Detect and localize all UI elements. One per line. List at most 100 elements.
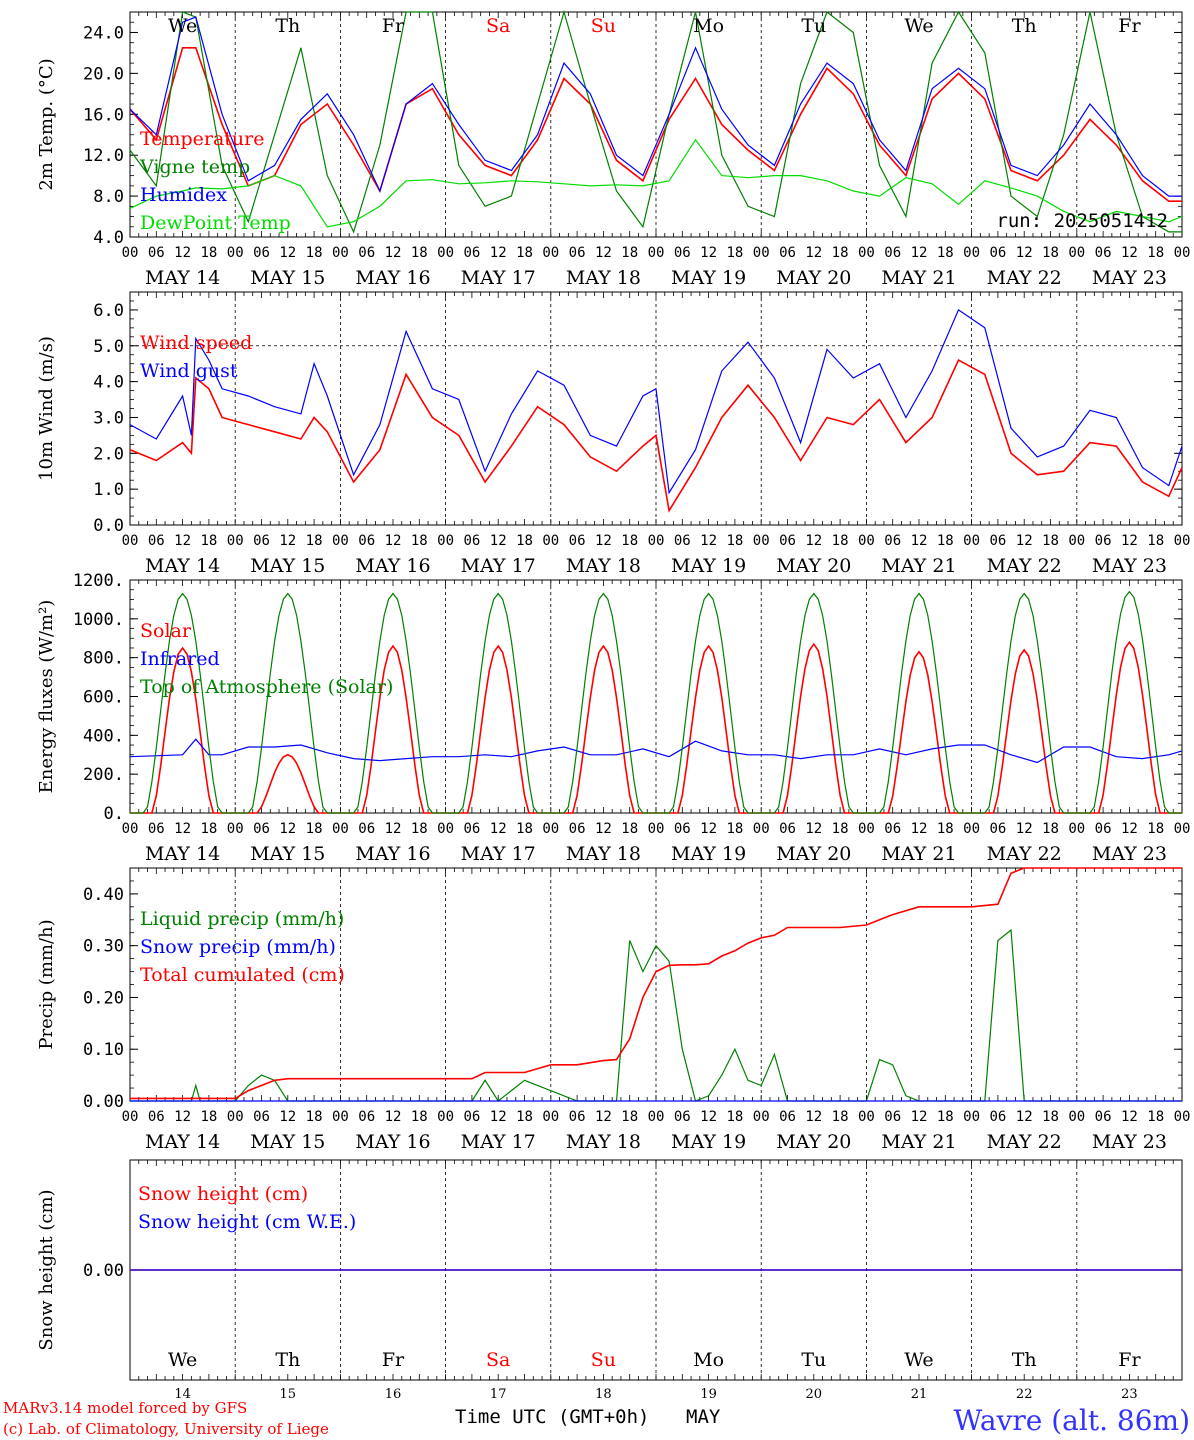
x-hour-label: 06 [358, 533, 375, 549]
x-hour-label: 18 [1147, 1109, 1164, 1125]
x-hour-label: 12 [1121, 1109, 1138, 1125]
x-hour-label: 00 [648, 533, 665, 549]
x-date-label: MAY 23 [1092, 1131, 1167, 1153]
time-axis-title: Time UTC (GMT+0h) [455, 1406, 649, 1428]
y-tick-label: 0.00 [83, 1092, 124, 1112]
x-date-label: MAY 14 [145, 843, 220, 865]
x-hour-label: 00 [122, 821, 139, 837]
x-hour-label: 06 [989, 533, 1006, 549]
day-number-label: 22 [1016, 1387, 1033, 1402]
series-line-wind-speed [129, 358, 1183, 513]
x-date-label: MAY 19 [671, 267, 746, 289]
x-hour-label: 12 [1016, 245, 1033, 261]
x-hour-label: 00 [332, 821, 349, 837]
x-hour-label: 18 [937, 1109, 954, 1125]
x-hour-label: 00 [963, 1109, 980, 1125]
y-axis-label: 2m Temp. (°C) [36, 58, 57, 190]
x-hour-label: 00 [858, 245, 875, 261]
x-hour-label: 06 [463, 1109, 480, 1125]
x-hour-label: 00 [858, 1109, 875, 1125]
weekday-label: Su [591, 1349, 616, 1371]
day-number-label: 14 [174, 1387, 191, 1402]
x-hour-label: 18 [306, 1109, 323, 1125]
y-tick-label: 600. [83, 688, 124, 708]
y-tick-label: 3.0 [93, 408, 124, 428]
x-hour-label: 12 [385, 821, 402, 837]
x-date-label: MAY 22 [987, 843, 1062, 865]
legend-item: Humidex [140, 184, 227, 206]
x-date-label: MAY 14 [145, 267, 220, 289]
x-date-label: MAY 17 [461, 267, 536, 289]
series-line-temperature [129, 47, 1182, 202]
weekday-label: Mo [693, 15, 724, 37]
y-tick-label: 0.0 [93, 516, 124, 536]
day-number-label: 20 [806, 1387, 823, 1402]
x-date-label: MAY 15 [250, 843, 325, 865]
x-hour-label: 18 [516, 1109, 533, 1125]
series-line-solar [130, 640, 1182, 814]
x-hour-label: 12 [174, 533, 191, 549]
x-hour-label: 06 [569, 821, 586, 837]
x-hour-label: 06 [463, 245, 480, 261]
legend-item: Snow height (cm) [138, 1183, 308, 1205]
x-hour-label: 06 [148, 533, 165, 549]
x-hour-label: 18 [411, 1109, 428, 1125]
x-date-label: MAY 19 [671, 1131, 746, 1153]
x-hour-label: 06 [569, 1109, 586, 1125]
x-hour-label: 12 [911, 1109, 928, 1125]
series-line-infrared [129, 738, 1183, 764]
x-hour-label: 12 [700, 245, 717, 261]
x-hour-label: 18 [937, 245, 954, 261]
x-hour-label: 06 [779, 533, 796, 549]
x-hour-label: 06 [569, 533, 586, 549]
legend-item: Snow precip (mm/h) [140, 936, 336, 958]
weekday-label: Tu [801, 1349, 826, 1371]
x-hour-label: 18 [726, 245, 743, 261]
x-date-label: MAY 16 [355, 555, 430, 577]
x-hour-label: 18 [726, 533, 743, 549]
x-date-label: MAY 21 [881, 1131, 956, 1153]
x-hour-label: 06 [884, 533, 901, 549]
x-hour-label: 06 [253, 821, 270, 837]
day-number-label: 19 [700, 1387, 717, 1402]
x-hour-label: 00 [542, 533, 559, 549]
x-date-label: MAY 22 [987, 267, 1062, 289]
y-tick-label: 2.0 [93, 444, 124, 464]
x-hour-label: 18 [832, 821, 849, 837]
x-hour-label: 18 [411, 821, 428, 837]
legend-item: DewPoint Temp [140, 212, 291, 234]
x-hour-label: 18 [200, 821, 217, 837]
x-hour-label: 00 [122, 245, 139, 261]
y-tick-label: 0.30 [83, 937, 124, 957]
weekday-label: We [168, 15, 197, 37]
x-date-label: MAY 19 [671, 555, 746, 577]
series-line-total-cumulated-cm- [130, 867, 1182, 1100]
y-tick-label: 1200. [73, 571, 124, 591]
x-hour-label: 00 [963, 821, 980, 837]
x-hour-label: 12 [174, 1109, 191, 1125]
series-line-dewpoint-temp [129, 138, 1183, 228]
x-hour-label: 18 [1042, 821, 1059, 837]
y-tick-label: 1000. [73, 610, 124, 630]
x-hour-label: 06 [1095, 1109, 1112, 1125]
x-hour-label: 06 [253, 245, 270, 261]
x-date-label: MAY 17 [461, 843, 536, 865]
x-hour-label: 18 [306, 821, 323, 837]
x-hour-label: 18 [1042, 245, 1059, 261]
x-hour-label: 00 [648, 821, 665, 837]
x-hour-label: 00 [1068, 821, 1085, 837]
x-date-label: MAY 21 [881, 555, 956, 577]
x-hour-label: 18 [516, 821, 533, 837]
legend-item: Wind speed [140, 332, 252, 354]
panel-5: 0.00 Snow height (cm) Snow height (cm) Snow… [36, 1159, 1183, 1402]
legend-item: Vigne temp [139, 156, 250, 178]
weekday-label: Th [1012, 1349, 1037, 1371]
x-hour-label: 12 [595, 1109, 612, 1125]
x-hour-label: 06 [148, 245, 165, 261]
x-hour-label: 06 [1095, 245, 1112, 261]
x-hour-label: 00 [1174, 821, 1191, 837]
x-hour-label: 12 [385, 533, 402, 549]
x-date-label: MAY 14 [145, 1131, 220, 1153]
x-hour-label: 00 [542, 821, 559, 837]
